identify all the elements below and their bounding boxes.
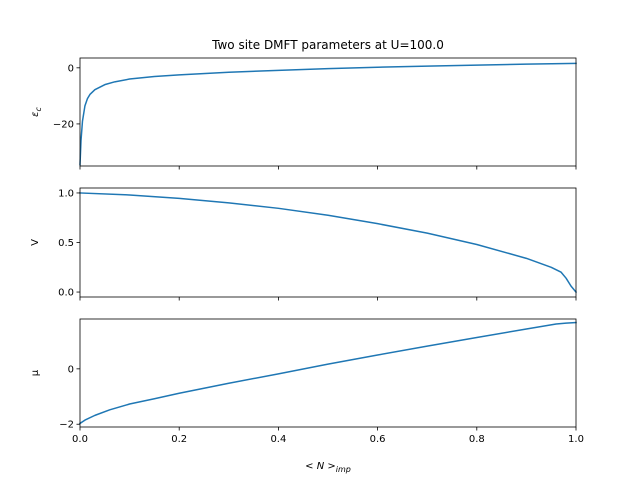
x-tick-label: 0.6 bbox=[370, 434, 386, 445]
y-tick-label: 0 bbox=[68, 364, 74, 375]
y-tick-label: −2 bbox=[59, 420, 74, 431]
series-line-v bbox=[79, 192, 578, 294]
y-axis-label-epsilon-c: εc bbox=[30, 107, 43, 117]
x-tick-label: 0.4 bbox=[270, 434, 286, 445]
x-axis-label-sub: imp bbox=[336, 465, 351, 474]
subplot-epsilon-c: 0 −20 εc bbox=[30, 57, 577, 170]
y-axis-label-mu: μ bbox=[30, 369, 41, 376]
x-axis-label: < N >imp bbox=[305, 461, 351, 474]
y-tick-label: 0.5 bbox=[58, 238, 74, 249]
y-tick-label: 0 bbox=[68, 63, 74, 74]
y-tick-label: −20 bbox=[53, 119, 74, 130]
y-tick-label: 0.0 bbox=[58, 288, 74, 299]
y-axis-label-sub: c bbox=[34, 107, 43, 112]
axes-frame bbox=[79, 318, 577, 428]
y-axis-label-main: ε bbox=[30, 111, 41, 117]
x-tick-label: 1.0 bbox=[568, 434, 584, 445]
series-line-mu bbox=[78, 321, 577, 425]
x-tick-label: 0.0 bbox=[72, 434, 88, 445]
chart-title: Two site DMFT parameters at U=100.0 bbox=[211, 38, 444, 52]
axes-frame bbox=[79, 57, 577, 167]
y-axis-label-v: V bbox=[30, 239, 41, 246]
subplot-v: 1.0 0.5 0.0 V bbox=[30, 187, 578, 301]
x-axis-label-main: < N > bbox=[305, 461, 336, 472]
x-tick-label: 0.8 bbox=[469, 434, 485, 445]
subplot-mu: 0.0 0.2 0.4 0.6 0.8 1.0 0 −2 μ bbox=[30, 318, 584, 445]
x-tick-label: 0.2 bbox=[171, 434, 187, 445]
plot-area: 0 −20 εc 1.0 0.5 0.0 V 0.0 0.2 0.4 0.6 0.8 1.0 0 −2 μ bbox=[30, 57, 584, 445]
y-axis-label-main: μ bbox=[30, 369, 41, 376]
series-line-epsilon-c bbox=[79, 62, 577, 166]
y-tick-label: 1.0 bbox=[58, 188, 74, 199]
y-axis-label-main: V bbox=[30, 239, 41, 246]
